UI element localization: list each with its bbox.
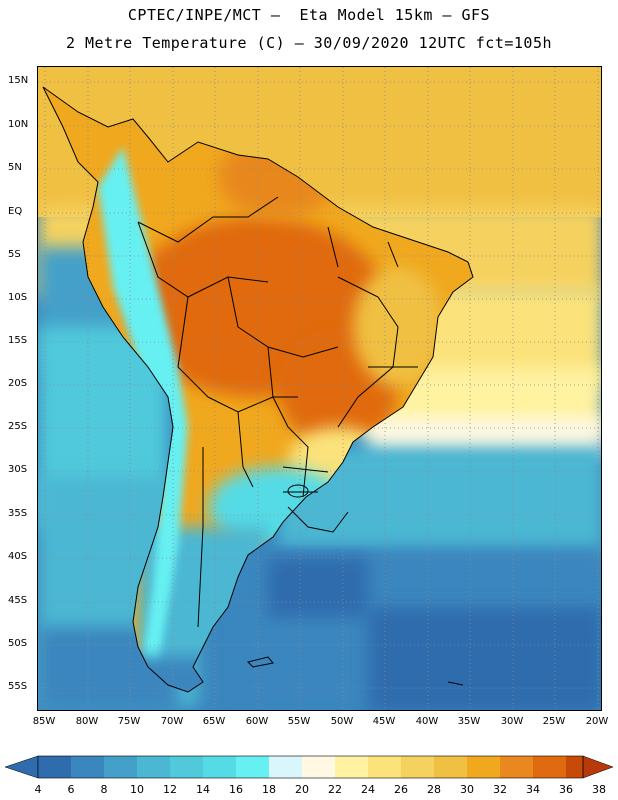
lat-label-35s: 35S [8, 508, 28, 519]
colorbar-label: 32 [493, 783, 507, 796]
colorbar-swatches [38, 756, 583, 778]
map-panel [37, 66, 602, 711]
colorbar-swatch [434, 756, 467, 778]
map-subtitle: 2 Metre Temperature (C) – 30/09/2020 12U… [65, 34, 553, 52]
colorbar-swatch [170, 756, 203, 778]
lat-label-15s: 15S [8, 335, 28, 346]
lat-label-30s: 30S [8, 464, 28, 475]
lat-label-15n: 15N [8, 75, 29, 86]
colorbar-label: 16 [229, 783, 243, 796]
colorbar-label: 10 [130, 783, 144, 796]
lat-label-40s: 40S [8, 551, 28, 562]
lon-label-60w: 60W [245, 716, 269, 727]
lat-label-10n: 10N [8, 119, 29, 130]
colorbar-swatch [71, 756, 104, 778]
lat-label-5s: 5S [8, 249, 21, 260]
colorbar-swatch [269, 756, 302, 778]
lon-label-20w: 20W [585, 716, 609, 727]
lat-label-50s: 50S [8, 638, 28, 649]
colorbar-swatch [335, 756, 368, 778]
lon-label-70w: 70W [160, 716, 184, 727]
colorbar-label: 14 [196, 783, 210, 796]
colorbar-swatch [302, 756, 335, 778]
colorbar-swatch [533, 756, 566, 778]
lon-label-45w: 45W [372, 716, 396, 727]
lat-label-5n: 5N [8, 162, 22, 173]
colorbar-label: 36 [559, 783, 573, 796]
lon-label-80w: 80W [75, 716, 99, 727]
colorbar-label: 34 [526, 783, 540, 796]
colorbar-max-arrow [582, 755, 614, 779]
lon-label-35w: 35W [457, 716, 481, 727]
colorbar-label: 6 [67, 783, 75, 796]
lon-label-65w: 65W [202, 716, 226, 727]
colorbar-label: 12 [163, 783, 177, 796]
colorbar [4, 755, 614, 779]
map-svg [38, 67, 601, 710]
colorbar-swatch [467, 756, 500, 778]
colorbar-swatch [566, 756, 583, 778]
coastline-and-borders [42, 86, 474, 693]
lat-label-20s: 20S [8, 378, 28, 389]
colorbar-label: 20 [295, 783, 309, 796]
lat-label-55s: 55S [8, 681, 28, 692]
lon-label-85w: 85W [32, 716, 56, 727]
andes-cold-band [98, 147, 188, 667]
colorbar-swatch [236, 756, 269, 778]
lat-label-25s: 25S [8, 421, 28, 432]
colorbar-label: 4 [34, 783, 42, 796]
colorbar-swatch [203, 756, 236, 778]
colorbar-swatch [401, 756, 434, 778]
colorbar-swatch [500, 756, 533, 778]
lon-label-50w: 50W [330, 716, 354, 727]
colorbar-swatch [104, 756, 137, 778]
colorbar-swatch [368, 756, 401, 778]
lat-label-45s: 45S [8, 595, 28, 606]
colorbar-label: 26 [394, 783, 408, 796]
colorbar-label: 30 [460, 783, 474, 796]
colorbar-swatch [137, 756, 170, 778]
lat-label-eq: EQ [8, 206, 23, 217]
colorbar-label: 24 [361, 783, 375, 796]
colorbar-label: 28 [427, 783, 441, 796]
colorbar-label: 18 [262, 783, 276, 796]
colorbar-swatch [38, 756, 71, 778]
colorbar-label: 38 [592, 783, 606, 796]
lon-label-30w: 30W [500, 716, 524, 727]
map-title: CPTEC/INPE/MCT – Eta Model 15km – GFS [127, 6, 491, 24]
colorbar-label: 8 [100, 783, 108, 796]
lon-label-40w: 40W [415, 716, 439, 727]
lon-label-25w: 25W [542, 716, 566, 727]
colorbar-min-arrow [4, 755, 39, 779]
lon-label-75w: 75W [117, 716, 141, 727]
colorbar-label: 22 [328, 783, 342, 796]
lat-label-10s: 10S [8, 292, 28, 303]
lon-label-55w: 55W [287, 716, 311, 727]
